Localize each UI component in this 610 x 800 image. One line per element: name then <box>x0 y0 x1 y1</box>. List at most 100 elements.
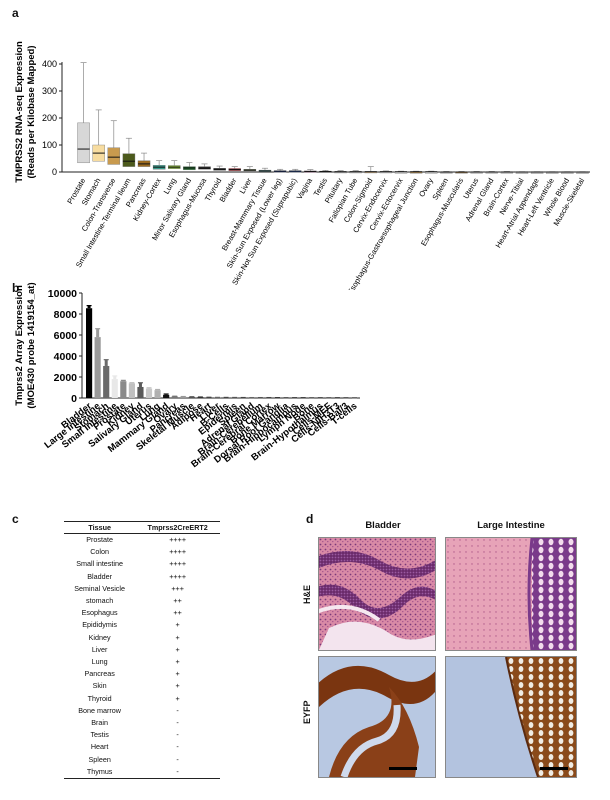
tissue-cell: Bone marrow <box>78 705 121 715</box>
table-header-row: Tissue Tmprss2CreERT2 <box>64 521 220 534</box>
y-axis-title: (MOE430 probe 1419154_at) <box>26 282 37 408</box>
bar-small-intestine <box>111 379 118 398</box>
expression-cell: ++ <box>173 608 182 618</box>
tissue-cell: Heart <box>90 742 109 752</box>
array-expression-barchart: 0 2000 4000 6000 8000 10000 Tmprss2 Array Expr… <box>14 282 360 470</box>
tissue-cell: Epididymis <box>82 620 118 630</box>
table-row: Pancreas + <box>64 668 220 680</box>
box-4 <box>122 153 136 167</box>
error-bar <box>96 328 100 338</box>
tissue-cell: Bladder <box>87 571 113 581</box>
table-row: Bone marrow - <box>64 705 220 717</box>
table-row: Testis - <box>64 729 220 741</box>
tissue-cell: Colon <box>90 547 110 557</box>
table-row: Thymus - <box>64 765 220 780</box>
expression-cell: + <box>175 632 180 642</box>
y-tick-label: 100 <box>42 140 57 150</box>
bar-ovary <box>171 396 178 398</box>
expression-cell: + <box>175 693 180 703</box>
bar-stomach <box>103 365 110 398</box>
bar-large-intestine <box>94 337 101 398</box>
rnaseq-boxplot: 0 100 200 300 400 TMPRSS2 RNA-seq Expression(… <box>14 41 590 290</box>
tissue-cell: Skin <box>92 681 107 691</box>
cre-expression-table: Tissue Tmprss2CreERT2 Prostate ++++ Colon +… <box>64 521 220 780</box>
histology-column-large-intestine: Large Intestine <box>477 520 545 531</box>
y-tick-label: 200 <box>42 113 57 123</box>
y-axis-title: (Reads per Kilobase Mapped) <box>26 45 37 178</box>
bar-bladder <box>86 308 93 398</box>
expression-cell: - <box>176 705 179 715</box>
expression-cell: - <box>176 742 179 752</box>
box-3 <box>107 147 121 165</box>
error-bar <box>113 375 117 380</box>
histology-row-he: H&E <box>302 584 312 604</box>
table-row: Epididymis + <box>64 619 220 631</box>
error-bar <box>138 382 142 387</box>
panel-letter-a: a <box>12 6 19 20</box>
table-row: Thyroid + <box>64 693 220 705</box>
y-tick-label: 10000 <box>48 288 77 300</box>
table-row: Heart - <box>64 741 220 753</box>
expression-cell: ++ <box>173 596 182 606</box>
table-row: stomach ++ <box>64 595 220 607</box>
tissue-cell: stomach <box>86 596 114 606</box>
table-row: Skin + <box>64 680 220 692</box>
y-axis-title: Tmprss2 Array Expression <box>14 285 25 406</box>
table-row: Colon ++++ <box>64 546 220 558</box>
histology-column-bladder: Bladder <box>365 520 401 531</box>
tissue-cell: Thyroid <box>87 693 112 703</box>
panel-letter-d: d <box>306 512 314 526</box>
table-row: Prostate ++++ <box>64 534 220 547</box>
bar-uterus <box>145 388 153 398</box>
expression-cell: + <box>175 657 180 667</box>
tissue-cell: Testis <box>90 730 109 740</box>
cre-column-header: Tmprss2CreERT2 <box>135 521 220 534</box>
panel-letter-c: c <box>12 512 19 526</box>
tissue-cell: Small intestine <box>76 559 123 569</box>
expression-cell: - <box>176 730 179 740</box>
y-tick-label: 8000 <box>54 309 78 321</box>
histology-he-large-intestine-image <box>445 537 577 651</box>
expression-cell: - <box>135 765 220 780</box>
tissue-cell: Brain <box>91 718 109 728</box>
y-tick-label: 0 <box>52 167 57 177</box>
y-tick-label: 2000 <box>54 372 78 384</box>
expression-cell: - <box>176 754 179 764</box>
tissue-cell: Seminal Vesicle <box>74 583 125 593</box>
tissue-column-header: Tissue <box>64 521 136 534</box>
y-tick-label: 6000 <box>54 330 78 342</box>
tissue-cell: Pancreas <box>84 669 115 679</box>
expression-cell: ++++ <box>169 559 187 569</box>
table-row: Liver + <box>64 644 220 656</box>
tissue-cell: Lung <box>91 657 108 667</box>
tissue-cell: Esophagus <box>81 608 118 618</box>
bar-lung <box>154 390 161 398</box>
histology-he-bladder-image <box>318 537 436 651</box>
bar-pancreas <box>180 396 187 398</box>
histology-row-eyfp: EYFP <box>302 700 312 724</box>
y-tick-label: 4000 <box>54 351 78 363</box>
expression-cell: + <box>175 620 180 630</box>
error-bar <box>87 305 91 309</box>
tissue-cell: Prostate <box>86 535 114 544</box>
y-tick-label: 300 <box>42 86 57 96</box>
expression-cell: + <box>175 669 180 679</box>
tissue-cell: Kidney <box>88 632 111 642</box>
y-axis-title: TMPRSS2 RNA-seq Expression <box>14 41 25 183</box>
box-1 <box>77 122 90 164</box>
bar-prostate <box>120 381 127 398</box>
tissue-cell: Spleen <box>88 754 111 764</box>
table-row: Lung + <box>64 656 220 668</box>
y-tick-label: 0 <box>71 393 77 405</box>
bar-mammary-gland <box>163 394 170 398</box>
expression-cell: + <box>175 681 180 691</box>
expression-cell: - <box>176 718 179 728</box>
panel-letter-b: b <box>12 281 20 295</box>
expression-cell: +++ <box>171 583 184 593</box>
y-tick-label: 400 <box>42 59 57 69</box>
bar-salivary-gland <box>137 386 144 398</box>
table-row: Seminal Vesicle +++ <box>64 583 220 595</box>
tissue-cell: Liver <box>91 644 108 654</box>
histology-eyfp-bladder-image <box>318 656 436 778</box>
table-row: Bladder ++++ <box>64 571 220 583</box>
